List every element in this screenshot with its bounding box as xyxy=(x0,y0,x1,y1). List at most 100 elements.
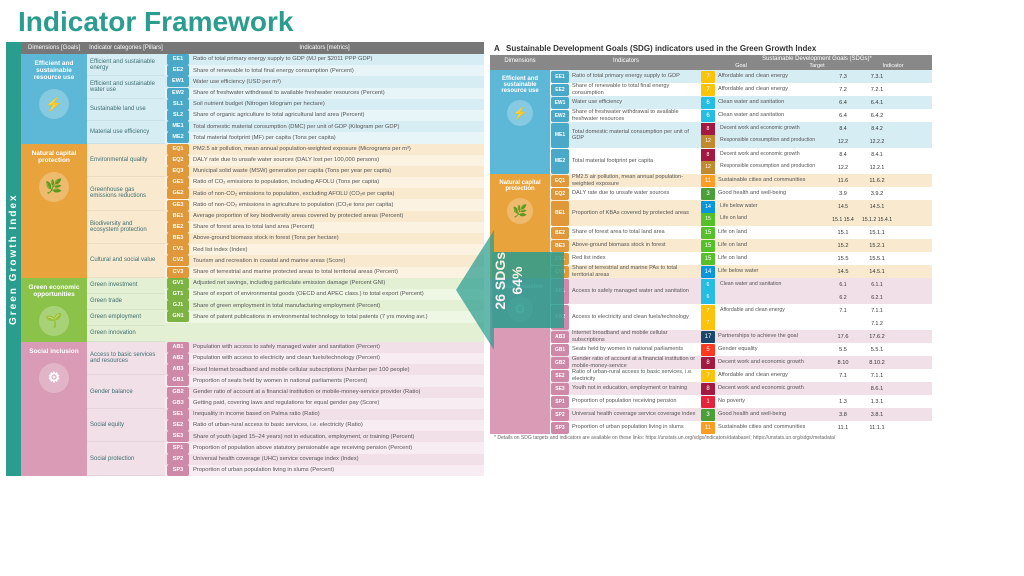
r-row: BE2Share of forest area to total land ar… xyxy=(550,226,932,239)
r-indicator-num: 3.8.1 xyxy=(860,408,894,421)
sdg-box: 7 xyxy=(701,370,715,382)
pillars: Green investmentGreen tradeGreen employm… xyxy=(87,278,165,342)
r-target: 15.2 xyxy=(826,239,860,252)
r-goal: Affordable and clean energy xyxy=(716,83,826,96)
indicator-row: SP1Proportion of population above statut… xyxy=(165,442,484,453)
r-goal: Life on land xyxy=(716,239,826,252)
dim-name: Social inclusion xyxy=(29,348,78,355)
r-goal: Affordable and clean energy xyxy=(716,70,826,83)
rh-target: Target xyxy=(779,63,855,69)
pillar: Gender balance xyxy=(87,375,165,409)
r-code: EQ2 xyxy=(551,188,569,200)
r-goal: Life below water xyxy=(716,265,826,278)
r-target: 7.1 xyxy=(826,369,860,382)
r-goal: No poverty xyxy=(716,395,826,408)
r-indicator-num: 15.2.1 xyxy=(860,239,894,252)
indicator-row: SE1Inequality in income based on Palma r… xyxy=(165,409,484,420)
indicator-row: GB2Gender ratio of account at a financia… xyxy=(165,387,484,398)
indicator-code: GB3 xyxy=(167,398,189,409)
ggi-vertical-label: Green Growth Index xyxy=(6,42,21,476)
r-row: EW1Water use efficiency6Clean water and … xyxy=(550,96,932,109)
r-row: CV3Share of terrestrial and marine PAs t… xyxy=(550,265,932,278)
indicator-text: Universal health coverage (UHC) service … xyxy=(191,455,484,463)
dim-cell: Green economic opportunities🌱 xyxy=(21,278,87,342)
indicator-code: GV1 xyxy=(167,278,189,289)
dim-name: Green economic opportunities xyxy=(23,284,85,298)
indicator-row: GE2Ratio of non-CO₂ emissions to populat… xyxy=(165,188,484,199)
sdg-box: 3 xyxy=(701,188,715,200)
r-indicator-num: 14.5.115.1.2 15.4.1 xyxy=(860,200,894,226)
indicator-text: Proportion of population above statutory… xyxy=(191,444,484,452)
r-goal: Good health and well-being xyxy=(716,187,826,200)
indicator-code: EW2 xyxy=(167,88,189,99)
r-goal: Decent work and economic growthResponsib… xyxy=(716,122,826,148)
indicator-code: SP3 xyxy=(167,465,189,476)
indicator-code: AB3 xyxy=(167,364,189,375)
r-indicator-num: 7.1.1 xyxy=(860,369,894,382)
indicator-row: AB2Population with access to electricity… xyxy=(165,353,484,364)
indicator-row: GJ1Share of green employment in total ma… xyxy=(165,300,484,311)
indicator-row: ME2Total material footprint (MF) per cap… xyxy=(165,132,484,143)
indicator-text: Proportion of seats held by women in nat… xyxy=(191,377,484,385)
pillar: Efficient and sustainable water use xyxy=(87,76,165,98)
left-panel: Green Growth Index Dimensions [Goals] In… xyxy=(6,42,484,476)
indicator-code: EQ2 xyxy=(167,155,189,166)
rh-indicator: Indicator xyxy=(855,63,931,69)
lh-indicators: Indicators [metrics] xyxy=(165,42,484,54)
r-goal: Affordable and clean energy xyxy=(716,304,826,330)
r-goal: Sustainable cities and communities xyxy=(716,421,826,434)
indicator-code: GT1 xyxy=(167,289,189,300)
r-row: AB2Access to electricity and clean fuels… xyxy=(550,304,932,330)
dim-row: Social inclusion⚙Access to basic service… xyxy=(21,342,484,476)
r-code: BE1 xyxy=(551,201,569,226)
pillar: Environmental quality xyxy=(87,144,165,178)
lh-pillars: Indicator categories [Pillars] xyxy=(87,42,165,54)
r-indicator-num: 8.6.1 xyxy=(860,382,894,395)
r-code: EQ1 xyxy=(551,175,569,187)
indicators: EQ1PM2.5 air pollution, mean annual popu… xyxy=(165,144,484,278)
r-indicator-num: 3.9.2 xyxy=(860,187,894,200)
sdg-box: 77 xyxy=(701,305,715,330)
indicator-code: GB1 xyxy=(167,375,189,386)
r-indicator-num: 8.10.2 xyxy=(860,356,894,369)
rh-sdgs-label: Sustainable Development Goals (SDGs)* xyxy=(703,56,931,62)
sdg-box: 66 xyxy=(701,279,715,304)
indicator-code: BE1 xyxy=(167,211,189,222)
r-indicator: Access to safely managed water and sanit… xyxy=(570,278,700,304)
sdg-box: 8 xyxy=(701,357,715,369)
r-indicator-num: 6.4.2 xyxy=(860,109,894,122)
r-row: SP2Universal health coverage service cov… xyxy=(550,408,932,421)
indicator-code: GB2 xyxy=(167,387,189,398)
r-indicator-num: 11.6.2 xyxy=(860,174,894,187)
indicator-code: GE1 xyxy=(167,177,189,188)
r-code: AB2 xyxy=(551,305,569,330)
sdg-box: 7 xyxy=(701,71,715,83)
r-code: CV1 xyxy=(551,253,569,265)
r-row: AB1Access to safely managed water and sa… xyxy=(550,278,932,304)
sdg-box: 11 xyxy=(701,175,715,187)
r-dim-name: Natural capital protection xyxy=(492,180,548,192)
pillar: Green innovation xyxy=(87,326,165,342)
r-goal: Decent work and economic growth xyxy=(716,382,826,395)
indicator-text: Tourism and recreation in coastal and ma… xyxy=(191,257,484,265)
indicator-text: Inequality in income based on Palma rati… xyxy=(191,410,484,418)
r-target: 8.412.2 xyxy=(826,122,860,148)
r-indicator: Proportion of urban population living in… xyxy=(570,421,700,434)
r-row: AB3Internet broadband and mobile cellula… xyxy=(550,330,932,343)
r-row: ME2Total material footprint per capita81… xyxy=(550,148,932,174)
indicator-text: Population with access to electricity an… xyxy=(191,354,484,362)
r-indicator: Universal health coverage service covera… xyxy=(570,408,700,421)
r-target: 15.5 xyxy=(826,252,860,265)
right-title-text: Sustainable Development Goals (SDG) indi… xyxy=(506,44,816,53)
r-dim-name: Efficient and sustainable resource use xyxy=(492,76,548,94)
sdg-box: 812 xyxy=(701,149,715,174)
page-title: Indicator Framework xyxy=(0,0,1024,42)
indicator-code: SP2 xyxy=(167,454,189,465)
indicator-code: SE3 xyxy=(167,431,189,442)
r-row: SE3Youth not in education, employment or… xyxy=(550,382,932,395)
r-indicator-num: 1.3.1 xyxy=(860,395,894,408)
r-indicator-num: 7.2.1 xyxy=(860,83,894,96)
r-indicator-num: 6.1.16.2.1 xyxy=(860,278,894,304)
r-indicator-num: 6.4.1 xyxy=(860,96,894,109)
r-row: BE1Proportion of KBAs covered by protect… xyxy=(550,200,932,226)
